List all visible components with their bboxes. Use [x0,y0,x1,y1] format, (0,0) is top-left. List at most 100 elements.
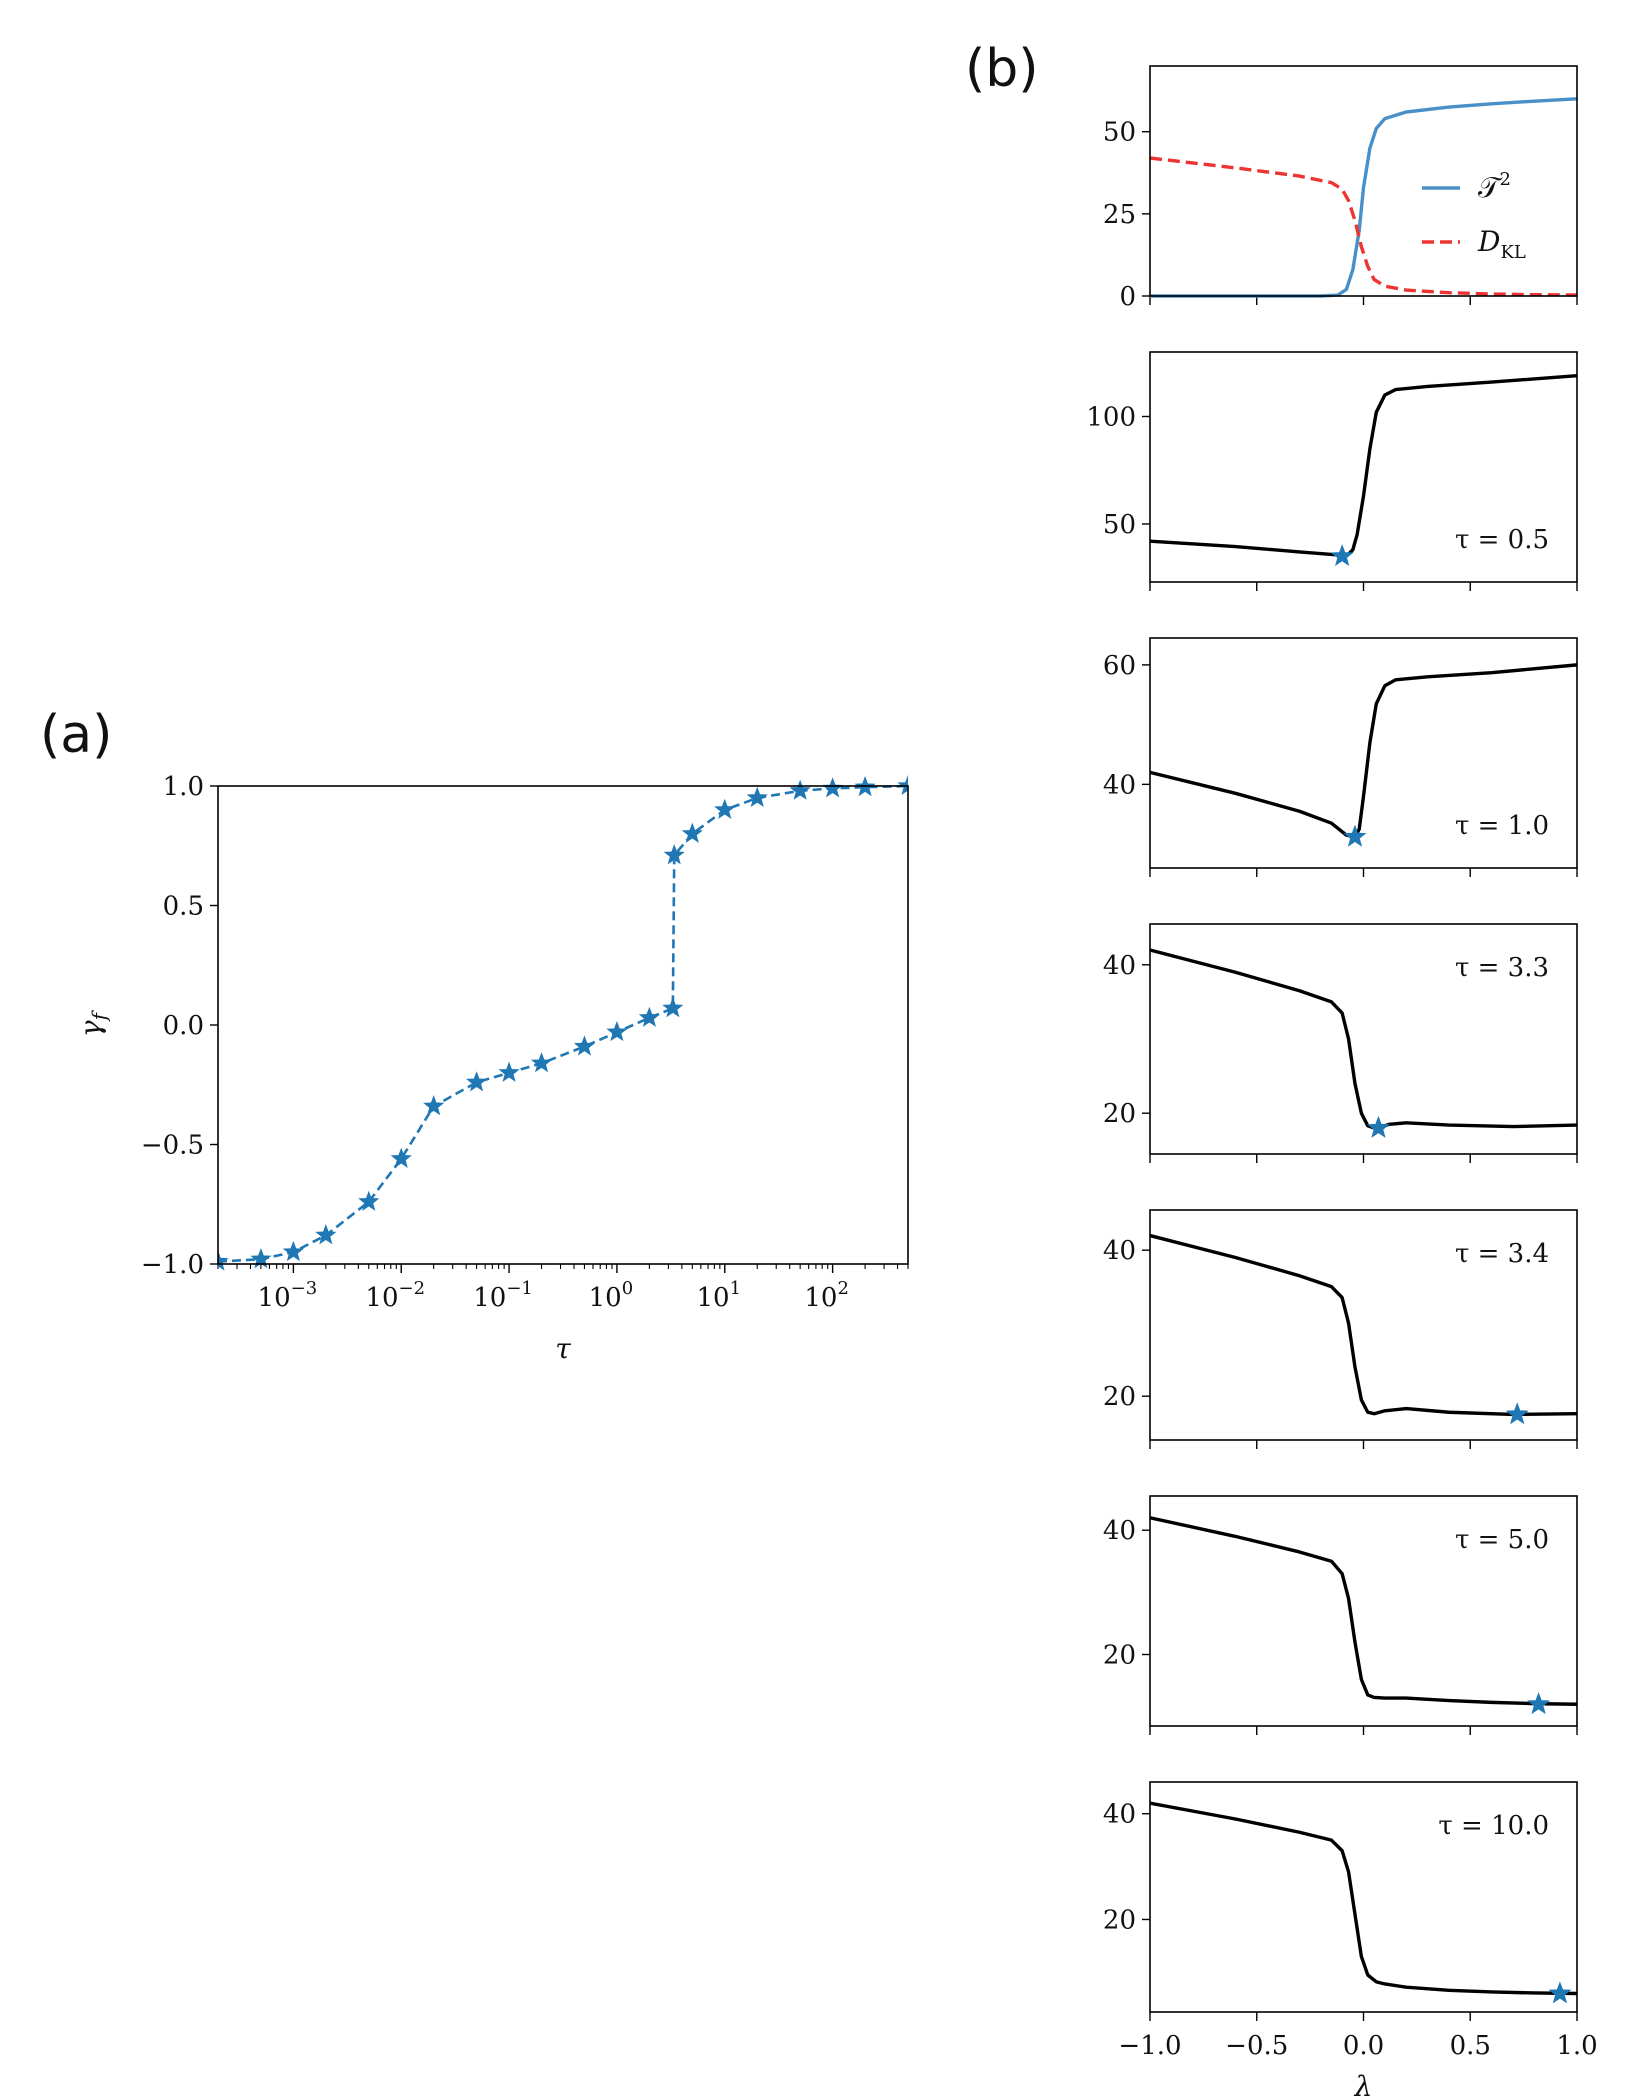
chart-a-xtick-label: 100 [589,1278,634,1313]
chart-b6-ytick-label: 20 [1103,1905,1136,1935]
chart-a-point [638,1006,660,1027]
legend-label-dkl: DKL [1477,225,1526,263]
chart-b4-line [1150,1233,1578,1417]
chart-b3-frame [1149,923,1578,1155]
chart-b3-ytick-label: 20 [1103,1099,1136,1129]
chart-b1-star [1330,544,1354,567]
chart-b6-star [1548,1981,1572,2004]
chart-b3-line [1150,948,1578,1130]
chart-b6-xlabel: λ [1354,2070,1373,2100]
chart-b6-xtick-label: −0.5 [1225,2031,1288,2061]
chart-a-point [498,1061,520,1082]
chart-b1-ytick-label: 50 [1103,510,1136,540]
panel-label-a: (a) [40,705,112,765]
chart-a-point [282,1240,304,1262]
chart-b0: 0 25 50 𝒯2 DKL [1103,97,1578,312]
chart-b0-ytick-label: 25 [1103,200,1136,230]
chart-b6-xtick-label: 1.0 [1556,2031,1597,2061]
chart-b6-frame [1149,1781,1578,2013]
chart-b0-series [1150,97,1578,298]
chart-b3-annotation: τ = 3.3 [1455,953,1549,983]
chart-b0-ytick-label: 0 [1119,282,1136,312]
chart-a-xtick-label: 102 [804,1278,849,1313]
chart-b6-annotation: τ = 10.0 [1438,1811,1549,1841]
chart-b0-line-t2 [1150,97,1578,298]
chart-b4: 20 40 τ = 3.4 [1103,1233,1578,1449]
chart-b4-ytick-label: 40 [1103,1236,1136,1266]
chart-b3-star [1366,1115,1390,1138]
chart-b1: 50 100 τ = 0.5 [1086,373,1578,591]
chart-a-point [746,786,768,807]
chart-a-point [315,1224,337,1245]
chart-b5-ytick-label: 20 [1103,1641,1136,1671]
chart-a-point [358,1190,380,1211]
chart-b6: 20 40 −1.0 −0.5 0.0 0.5 1.0 λ τ = 10.0 [1103,1800,1598,2100]
chart-a-frame [217,785,909,1265]
chart-a-point [681,822,703,843]
chart-b5-star [1527,1692,1551,1715]
chart-a: 1.0 0.5 0.0 −0.5 −1.0 10−3 10−2 10−1 100 101 102 τ γ… [74,772,909,1365]
chart-b4-star [1505,1402,1529,1425]
chart-a-series [218,774,908,1271]
chart-b0-ytick-label: 50 [1103,118,1136,148]
chart-a-ytick-label: 0.0 [163,1011,204,1041]
chart-b1-line [1150,373,1578,557]
chart-a-xtick-label: 10−1 [473,1278,533,1313]
chart-a-point [897,774,908,796]
chart-b4-frame [1149,1209,1578,1441]
chart-a-xtick-label: 10−2 [365,1278,425,1313]
chart-a-point [714,798,736,819]
chart-a-xtick-label: 10−3 [258,1278,318,1313]
chart-b2-annotation: τ = 1.0 [1455,811,1549,841]
chart-a-point [573,1035,596,1056]
chart-b5-ytick-label: 40 [1103,1516,1136,1546]
chart-b5-annotation: τ = 5.0 [1455,1525,1549,1555]
plots: 1.0 0.5 0.0 −0.5 −1.0 10−3 10−2 10−1 100 101 102 τ γ… [74,65,1598,2100]
chart-b6-xtick-label: 0.0 [1343,2031,1384,2061]
chart-a-point [423,1095,445,1116]
chart-b6-series [1150,1801,1578,2004]
chart-a-point [662,997,684,1018]
chart-a-ytick-label: 1.0 [163,772,204,802]
chart-b2-ytick-label: 60 [1103,651,1136,681]
legend-label-t2: 𝒯2 [1478,169,1511,204]
chart-b6-xtick-label: −1.0 [1118,2031,1181,2061]
chart-a-point [789,779,811,800]
chart-b1-ytick-label: 100 [1086,402,1136,432]
chart-a-ytick-label: −1.0 [141,1250,204,1280]
chart-b6-xtick-label: 0.5 [1450,2031,1491,2061]
chart-a-point [466,1071,488,1092]
chart-b6-ytick-label: 40 [1103,1800,1136,1830]
chart-a-line [218,784,908,1263]
chart-b2-ytick-label: 40 [1103,770,1136,800]
chart-a-ylabel: γf [74,1009,111,1037]
chart-b3-ytick-label: 40 [1103,951,1136,981]
chart-b4-annotation: τ = 3.4 [1455,1239,1549,1269]
chart-b4-ytick-label: 20 [1103,1382,1136,1412]
panel-label-b: (b) [965,39,1039,99]
chart-b1-series [1150,373,1578,567]
chart-b4-series [1150,1233,1578,1425]
chart-a-point [530,1052,553,1073]
chart-b5: 20 40 τ = 5.0 [1103,1516,1578,1735]
chart-b0-frame [1149,65,1578,297]
chart-a-point [822,777,844,798]
chart-a-ytick-label: −0.5 [141,1131,204,1161]
chart-b2-series [1150,663,1578,847]
chart-b2-line [1150,663,1578,839]
chart-b2-star [1343,824,1367,847]
chart-a-point [390,1147,412,1168]
chart-b3: 20 40 τ = 3.3 [1103,948,1578,1163]
chart-b2: 40 60 τ = 1.0 [1103,651,1578,877]
chart-a-xlabel: τ [555,1332,571,1365]
chart-b1-annotation: τ = 0.5 [1455,525,1549,555]
chart-b1-frame [1149,351,1578,583]
chart-a-xtick-label: 101 [696,1278,741,1313]
chart-b5-series [1150,1516,1578,1715]
chart-b0-line-dkl [1150,156,1578,297]
chart-b6-line [1150,1801,1578,1996]
chart-a-point [606,1021,628,1042]
chart-b5-line [1150,1516,1578,1706]
chart-a-point [218,1250,229,1271]
